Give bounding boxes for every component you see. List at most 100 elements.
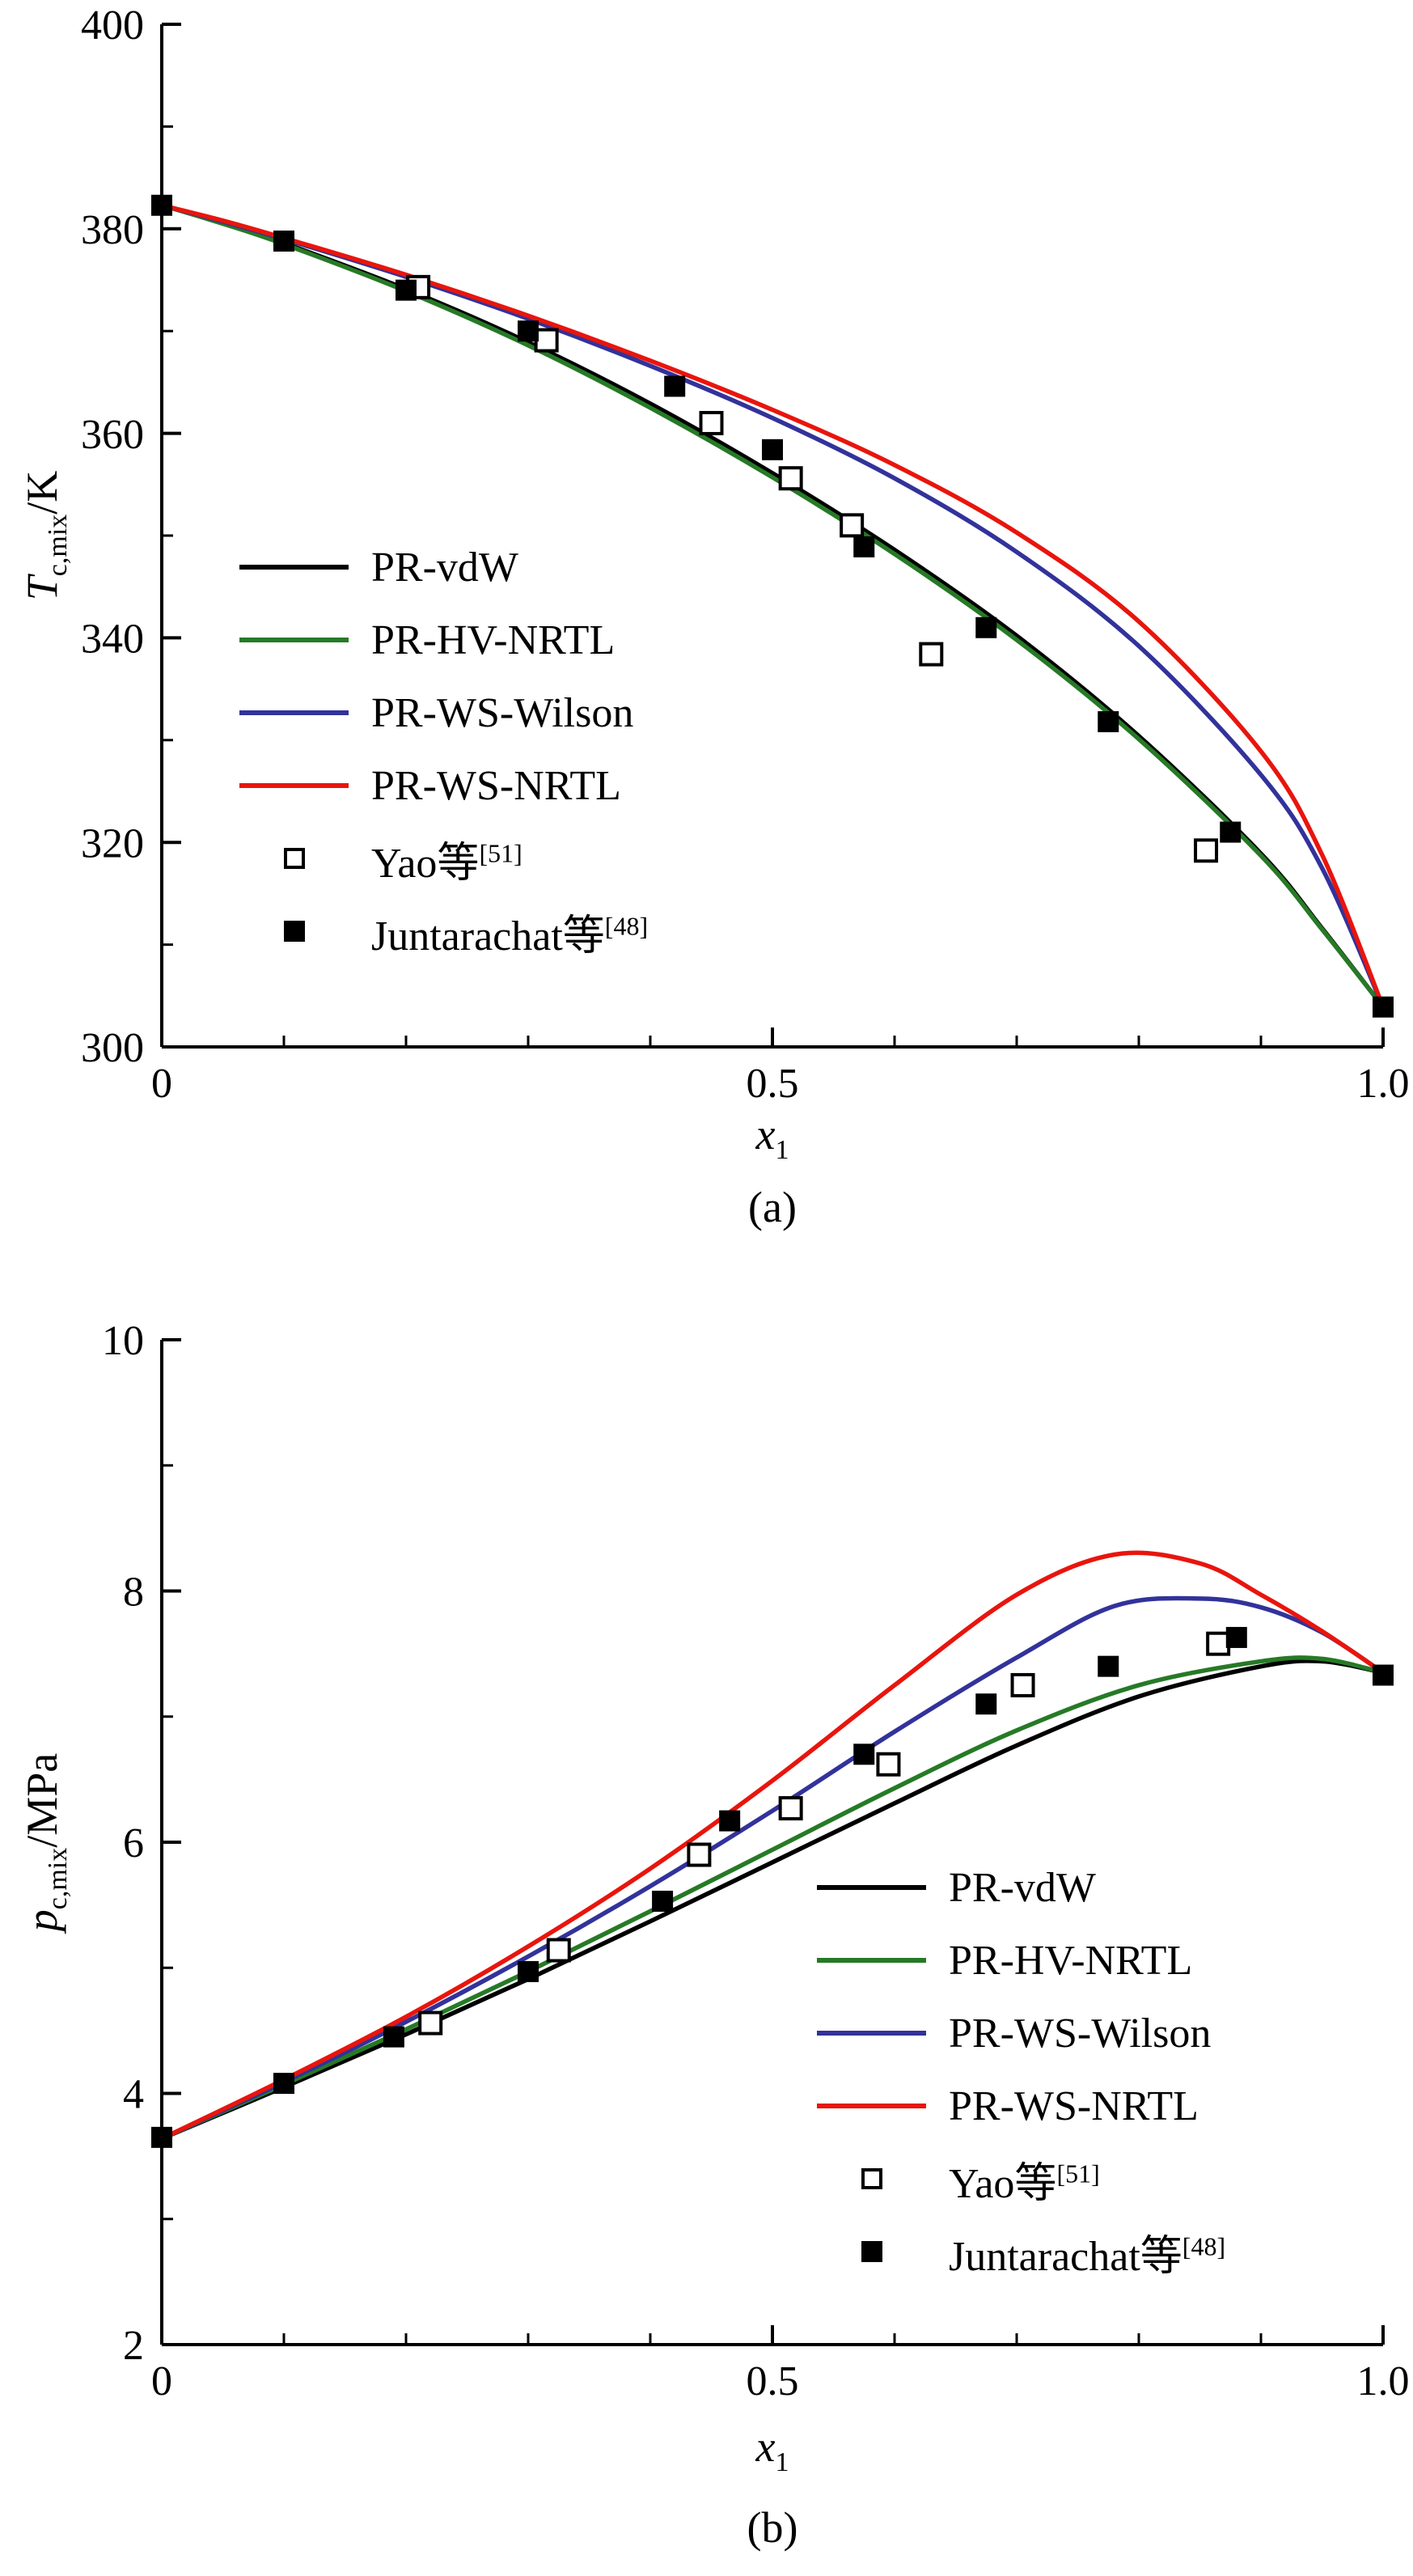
legend-line-swatch <box>239 565 349 570</box>
x-tick-label: 0.5 <box>747 2358 799 2404</box>
y-tick-label: 2 <box>123 2323 144 2369</box>
y-tick-label: 320 <box>81 820 144 866</box>
open-square-marker <box>1194 838 1219 863</box>
legend-label: Yao等[51] <box>371 838 522 887</box>
x-axis-title-b: x1 <box>755 2421 789 2476</box>
filled-square-marker <box>273 230 294 252</box>
legend-label: PR-WS-Wilson <box>371 689 634 736</box>
filled-square-marker <box>853 1743 875 1765</box>
filled-square-marker <box>151 194 172 216</box>
x-axis-subscript: 1 <box>775 2447 789 2477</box>
legend-sample <box>239 710 349 715</box>
legend-row: PR-vdW <box>817 1851 1225 1924</box>
x-axis-variable: x <box>755 1110 776 1159</box>
series-PR-WS-Wilson <box>159 1595 1386 2142</box>
filled-square-marker <box>151 2126 172 2148</box>
filled-square-marker <box>652 1890 674 1912</box>
legend-label: Juntarachat等[48] <box>949 2231 1226 2280</box>
legend-row: PR-WS-NRTL <box>817 2070 1225 2142</box>
legend-reference-superscript: [51] <box>1056 2159 1100 2188</box>
x-axis-variable: x <box>755 2422 776 2471</box>
legend-line-swatch <box>817 2104 926 2108</box>
legend-sample <box>239 638 349 642</box>
y-axis-unit: /MPa <box>18 1752 66 1848</box>
tick-labels: 2 4 6 8 10 0 0.5 1.0 <box>102 1318 1410 2404</box>
open-square-marker <box>876 1752 901 1777</box>
series-Yao等 <box>406 274 1219 863</box>
legend-line-swatch <box>817 1885 926 1890</box>
legend-line-swatch <box>817 1958 926 1963</box>
y-tick-label: 340 <box>81 616 144 663</box>
open-square-marker <box>840 513 865 538</box>
chart-panel-a: 300 320 340 360 380 400 0 0.5 1.0 Tc,mix/K x1 PR… <box>0 0 1413 1262</box>
filled-square-marker <box>518 1960 539 1982</box>
filled-square-marker <box>719 1810 741 1832</box>
legend-label: PR-vdW <box>949 1864 1096 1911</box>
legend-label: PR-WS-Wilson <box>949 2010 1212 2057</box>
open-square-marker <box>283 848 305 869</box>
filled-square-marker <box>975 1693 997 1715</box>
legend-row: Yao等[51] <box>239 822 648 895</box>
x-tick-label: 0.5 <box>747 1061 799 1107</box>
open-square-marker <box>699 410 724 435</box>
x-tick-label: 0 <box>151 1061 172 1107</box>
caption-a: (a) <box>748 1183 797 1231</box>
x-axis-subscript: 1 <box>775 1134 789 1165</box>
x-tick-label: 0 <box>151 2358 172 2404</box>
y-tick-label: 380 <box>81 207 144 253</box>
y-axis-title-a: Tc,mix/K <box>17 470 73 601</box>
legend-sample <box>817 1885 926 1890</box>
legend-sample <box>817 2031 926 2036</box>
legend-row: PR-WS-NRTL <box>239 749 648 822</box>
open-square-marker <box>418 2010 443 2036</box>
legend-sample <box>239 783 349 788</box>
y-axis-subscript: c,mix <box>42 1847 73 1910</box>
filled-square-marker <box>762 439 783 460</box>
series-PR-HV-NRTL <box>159 202 1386 1010</box>
legend-row: PR-WS-Wilson <box>239 676 648 749</box>
open-square-marker <box>1010 1672 1035 1697</box>
legend-sample <box>239 921 349 942</box>
filled-square-marker <box>1225 1626 1247 1648</box>
open-square-marker <box>1206 1631 1231 1656</box>
legend-row: Juntarachat等[48] <box>239 895 648 968</box>
legend-sample <box>239 848 349 869</box>
y-axis-title-b: pc,mix/MPa <box>17 1752 73 1932</box>
legend-line-swatch <box>817 2031 926 2036</box>
legend-reference-superscript: [51] <box>479 838 522 868</box>
y-tick-label: 8 <box>123 1570 144 1616</box>
legend-line-swatch <box>239 783 349 788</box>
tick-marks <box>160 23 1385 1049</box>
open-square-marker <box>778 466 803 491</box>
legend-row: PR-HV-NRTL <box>817 1924 1225 1997</box>
legend-sample <box>817 2168 926 2189</box>
legend-reference-superscript: [48] <box>604 911 649 941</box>
legend-b: PR-vdW PR-HV-NRTL PR-WS-Wilson PR-WS-NRTL Ya… <box>817 1851 1225 2288</box>
series-PR-WS-NRTL <box>159 1550 1386 2142</box>
legend-sample <box>239 565 349 570</box>
y-axis-unit: /K <box>18 470 66 515</box>
legend-row: PR-vdW <box>239 531 648 604</box>
tick-labels: 300 320 340 360 380 400 0 0.5 1.0 <box>81 2 1410 1107</box>
legend-label: PR-HV-NRTL <box>949 1937 1193 1984</box>
open-square-marker <box>687 1842 712 1867</box>
filled-square-marker <box>273 2073 294 2095</box>
open-square-marker <box>546 1938 571 1963</box>
series-PR-HV-NRTL <box>159 1655 1386 2142</box>
open-square-marker <box>534 328 559 353</box>
y-tick-label: 10 <box>102 1318 144 1364</box>
series-PR-WS-NRTL <box>159 202 1386 1010</box>
legend-row: PR-WS-Wilson <box>817 1997 1225 2070</box>
series-Juntarachat等 <box>151 1626 1394 2148</box>
y-axis-variable: p <box>18 1909 66 1932</box>
legend-line-swatch <box>239 710 349 715</box>
open-square-marker <box>778 1796 803 1821</box>
x-tick-label: 1.0 <box>1357 1061 1410 1107</box>
series-Yao等 <box>418 1631 1231 2036</box>
legend-label: PR-HV-NRTL <box>371 616 616 663</box>
open-square-marker <box>861 2168 882 2189</box>
x-tick-label: 1.0 <box>1357 2358 1410 2404</box>
y-tick-label: 6 <box>123 1820 144 1866</box>
chart-b-canvas: 2 4 6 8 10 0 0.5 1.0 <box>102 1318 1410 2404</box>
legend-label: Juntarachat等[48] <box>371 911 649 960</box>
